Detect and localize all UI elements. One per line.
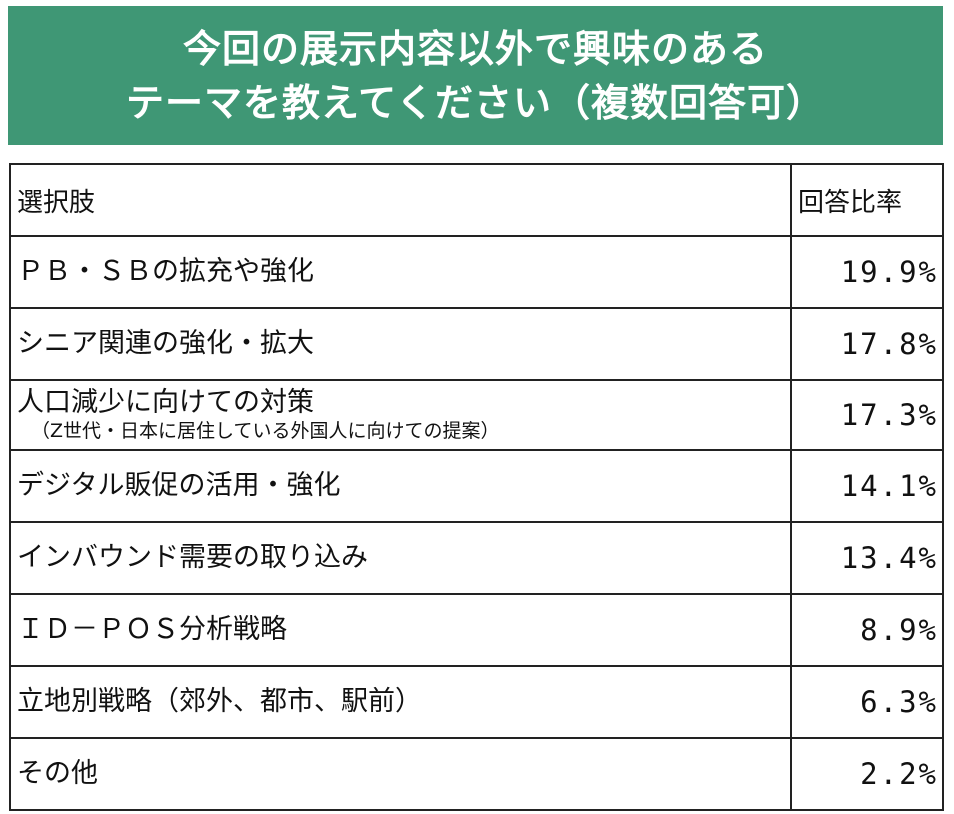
choice-label: デジタル販促の活用・強化: [17, 470, 341, 501]
title-line-1: 今回の展示内容以外で興味のある: [182, 26, 768, 71]
rate-cell: 2.2%: [790, 737, 944, 811]
choice-cell: デジタル販促の活用・強化: [9, 449, 792, 523]
table-row: 立地別戦略（郊外、都市、駅前） 6.3%: [9, 665, 944, 739]
choice-label: 立地別戦略（郊外、都市、駅前）: [17, 686, 422, 717]
choice-cell: ＩＤ－ＰＯＳ分析戦略: [9, 593, 792, 667]
table-row: デジタル販促の活用・強化 14.1%: [9, 449, 944, 523]
choice-cell: ＰＢ・ＳＢの拡充や強化: [9, 235, 792, 309]
choice-label: ＩＤ－ＰＯＳ分析戦略: [17, 614, 287, 645]
choice-label: ＰＢ・ＳＢの拡充や強化: [17, 256, 314, 287]
table-row: ＰＢ・ＳＢの拡充や強化 19.9%: [9, 235, 944, 309]
table-header-row: 選択肢 回答比率: [9, 163, 944, 237]
choice-cell: その他: [9, 737, 792, 811]
table-row: インバウンド需要の取り込み 13.4%: [9, 521, 944, 595]
title-banner: 今回の展示内容以外で興味のある テーマを教えてください（複数回答可）: [8, 6, 943, 145]
header-rate: 回答比率: [790, 163, 944, 237]
choice-cell: インバウンド需要の取り込み: [9, 521, 792, 595]
table-row: その他 2.2%: [9, 737, 944, 811]
rate-cell: 14.1%: [790, 449, 944, 523]
rate-cell: 19.9%: [790, 235, 944, 309]
table-row: シニア関連の強化・拡大 17.8%: [9, 307, 944, 381]
choice-cell: 立地別戦略（郊外、都市、駅前）: [9, 665, 792, 739]
choice-label: その他: [17, 758, 98, 789]
title-line-2: テーマを教えてください（複数回答可）: [126, 80, 825, 125]
choice-label: シニア関連の強化・拡大: [17, 328, 314, 359]
rate-cell: 8.9%: [790, 593, 944, 667]
header-choice: 選択肢: [9, 163, 792, 237]
rate-cell: 17.8%: [790, 307, 944, 381]
choice-cell: 人口減少に向けての対策 （Z世代・日本に居住している外国人に向けての提案）: [9, 379, 792, 451]
rate-cell: 13.4%: [790, 521, 944, 595]
choice-label: 人口減少に向けての対策: [17, 387, 314, 418]
choice-label: インバウンド需要の取り込み: [17, 542, 368, 573]
rate-cell: 17.3%: [790, 379, 944, 451]
choice-sublabel: （Z世代・日本に居住している外国人に向けての提案）: [31, 420, 500, 442]
table-row: ＩＤ－ＰＯＳ分析戦略 8.9%: [9, 593, 944, 667]
rate-cell: 6.3%: [790, 665, 944, 739]
survey-results-table: 選択肢 回答比率 ＰＢ・ＳＢの拡充や強化 19.9% シニア関連の強化・拡大 1…: [9, 163, 944, 811]
choice-cell: シニア関連の強化・拡大: [9, 307, 792, 381]
table-row: 人口減少に向けての対策 （Z世代・日本に居住している外国人に向けての提案） 17…: [9, 379, 944, 451]
